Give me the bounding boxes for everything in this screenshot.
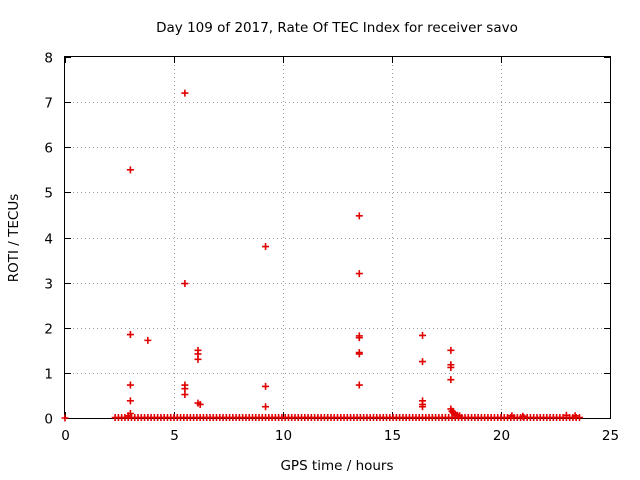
data-point [194, 355, 202, 363]
y-tick-label: 0 [44, 412, 53, 428]
data-point [181, 280, 189, 288]
data-point [262, 243, 270, 251]
data-point [144, 336, 152, 344]
data-point [126, 381, 134, 389]
grid-lines [65, 57, 610, 418]
data-point [562, 411, 570, 419]
data-point [355, 270, 363, 278]
data-point [181, 385, 189, 393]
data-point [124, 412, 132, 420]
data-point [355, 381, 363, 389]
data-point [419, 331, 427, 339]
y-tick-label: 8 [44, 51, 53, 67]
x-tick-label: 20 [493, 428, 510, 444]
data-point [126, 331, 134, 339]
x-tick-label: 25 [602, 428, 619, 444]
y-tick-label: 2 [44, 322, 53, 338]
y-tick-label: 1 [44, 367, 53, 383]
x-tick-label: 10 [275, 428, 292, 444]
data-point [355, 334, 363, 342]
axis-ticks [65, 57, 611, 419]
data-point [181, 391, 189, 399]
data-point [419, 358, 427, 366]
y-axis-label: ROTI / TECUs [6, 194, 22, 282]
data-point [447, 346, 455, 354]
y-tick-label: 4 [44, 232, 53, 248]
data-point [575, 414, 583, 422]
data-point [419, 403, 427, 411]
data-point [508, 412, 516, 420]
chart-title: Day 109 of 2017, Rate Of TEC Index for r… [156, 20, 518, 36]
data-point [181, 89, 189, 97]
y-tick-label: 6 [44, 141, 53, 157]
data-point [126, 166, 134, 174]
y-tick-label: 7 [44, 96, 53, 112]
x-tick-label: 5 [170, 428, 179, 444]
data-points [61, 89, 583, 422]
data-point [447, 363, 455, 371]
data-point [456, 412, 464, 420]
data-point [355, 212, 363, 220]
x-axis-label: GPS time / hours [280, 458, 393, 474]
data-point [447, 376, 455, 384]
data-point [196, 400, 204, 408]
x-tick-label: 15 [384, 428, 401, 444]
data-point [262, 403, 270, 411]
x-tick-labels: 0 5 10 15 20 25 [61, 428, 619, 444]
y-tick-labels: 0 1 2 3 4 5 6 7 8 [44, 51, 53, 428]
y-tick-label: 3 [44, 277, 53, 293]
data-point [262, 382, 270, 390]
x-tick-label: 0 [61, 428, 70, 444]
plot-frame [64, 56, 611, 419]
y-tick-label: 5 [44, 186, 53, 202]
data-point [61, 414, 69, 422]
data-point [355, 350, 363, 358]
data-point [519, 412, 527, 420]
data-point [571, 412, 579, 420]
data-point [126, 397, 134, 405]
